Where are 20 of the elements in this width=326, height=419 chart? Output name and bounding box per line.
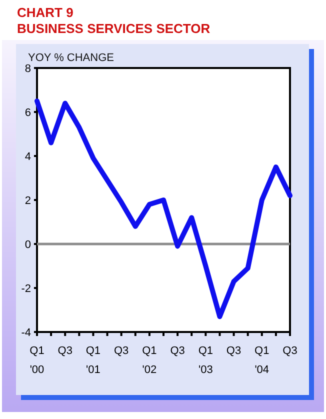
- y-tick-label: 6: [24, 106, 31, 119]
- y-tick-label: 0: [24, 238, 31, 251]
- x-tick-label: Q3: [114, 345, 129, 357]
- x-tick-label: Q1 '01: [86, 345, 101, 376]
- x-tick-label: Q1 '04: [254, 345, 270, 376]
- x-tick-label: Q1 '00: [30, 345, 44, 376]
- x-tick-label: Q3: [58, 345, 72, 357]
- chart-title: CHART 9: [17, 5, 74, 20]
- y-tick-label: -2: [21, 282, 31, 295]
- y-tick-label: 8: [24, 62, 31, 75]
- y-tick-label: 2: [24, 194, 31, 207]
- y-axis-title: YOY % CHANGE: [28, 52, 114, 64]
- y-tick-label: 4: [24, 150, 31, 163]
- x-tick-label: Q3: [282, 345, 298, 357]
- x-tick-label: Q1 '03: [198, 345, 214, 376]
- chart-subtitle: BUSINESS SERVICES SECTOR: [17, 21, 211, 36]
- x-tick-label: Q3: [170, 345, 185, 357]
- x-tick-label: Q1 '02: [142, 345, 157, 376]
- x-tick-label: Q3: [226, 345, 242, 357]
- y-tick-label: -4: [21, 326, 31, 339]
